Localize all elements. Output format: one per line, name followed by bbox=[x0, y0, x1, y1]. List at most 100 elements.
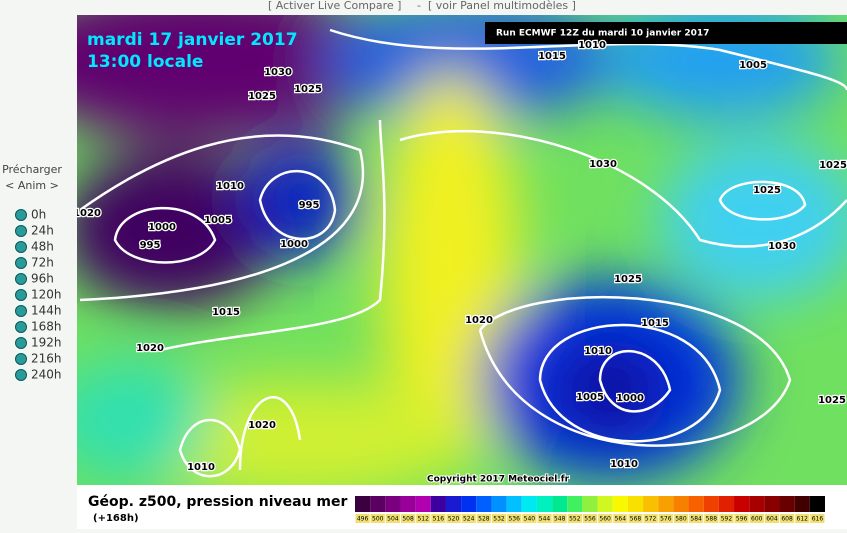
scale-swatch bbox=[430, 496, 446, 512]
scale-label: 540 bbox=[524, 516, 536, 523]
step-icon[interactable] bbox=[15, 257, 27, 269]
scale-label: 520 bbox=[448, 516, 460, 523]
isobar-label: 1020 bbox=[136, 343, 164, 354]
scale-label: 580 bbox=[675, 516, 687, 523]
scale-label-bg bbox=[673, 514, 689, 523]
isobar-label: 1010 bbox=[216, 181, 244, 192]
scale-swatch bbox=[385, 496, 401, 512]
scale-swatch bbox=[612, 496, 628, 512]
step-link[interactable]: 0h bbox=[31, 208, 46, 222]
scale-label-bg bbox=[598, 514, 613, 523]
step-link[interactable]: 192h bbox=[31, 336, 62, 350]
step-icon[interactable] bbox=[15, 305, 27, 317]
scale-swatch bbox=[370, 496, 386, 512]
scale-swatch bbox=[506, 496, 522, 512]
scale-label: 512 bbox=[417, 516, 429, 523]
scale-label-bg bbox=[749, 514, 764, 523]
scale-swatch bbox=[536, 496, 553, 512]
scale-label-bg bbox=[537, 514, 552, 523]
isobar-label: 1005 bbox=[576, 392, 604, 403]
color-scale: 496 500 504 508 512 516 520 524 528 532 536 540 544 5… bbox=[355, 496, 825, 523]
anim-label[interactable]: < Anim > bbox=[5, 179, 59, 192]
scale-label: 572 bbox=[645, 516, 657, 523]
scale-label-bg bbox=[689, 514, 704, 523]
scale-swatch bbox=[582, 496, 598, 512]
scale-label: 608 bbox=[781, 516, 793, 523]
scale-swatch bbox=[597, 496, 613, 512]
isobar-label: 1020 bbox=[465, 315, 493, 326]
top-link[interactable]: [ voir Panel multimodèles ] bbox=[428, 0, 576, 12]
scale-label-bg bbox=[476, 514, 491, 523]
scale-label: 536 bbox=[508, 516, 520, 523]
isobar-label: 1005 bbox=[739, 60, 767, 71]
scale-label: 588 bbox=[706, 516, 718, 523]
step-link[interactable]: 24h bbox=[31, 224, 54, 238]
scale-label: 504 bbox=[387, 516, 399, 523]
scale-label: 600 bbox=[751, 516, 763, 523]
run-box bbox=[485, 22, 847, 44]
preload-label[interactable]: Précharger bbox=[2, 163, 62, 176]
step-link[interactable]: 48h bbox=[31, 240, 54, 254]
isobar-label: 1010 bbox=[187, 462, 215, 473]
scale-label: 604 bbox=[766, 516, 778, 523]
step-icon[interactable] bbox=[15, 209, 27, 221]
scale-label-bg bbox=[764, 514, 780, 523]
scale-label-bg bbox=[385, 514, 400, 523]
isobar-label: 1000 bbox=[616, 393, 644, 404]
scale-swatch bbox=[552, 496, 568, 512]
scale-swatch bbox=[400, 496, 416, 512]
step-icon[interactable] bbox=[15, 273, 27, 285]
scale-label-bg bbox=[810, 514, 825, 523]
top-link[interactable]: [ Activer Live Compare ] bbox=[268, 0, 401, 12]
scale-label: 576 bbox=[660, 516, 672, 523]
isobar-label: 1000 bbox=[280, 239, 308, 250]
scale-swatch bbox=[658, 496, 674, 512]
isobar-label: 1025 bbox=[248, 91, 276, 102]
step-icon[interactable] bbox=[15, 289, 27, 301]
scale-swatch bbox=[643, 496, 659, 512]
scale-swatch bbox=[567, 496, 583, 512]
isobar-label: 995 bbox=[299, 200, 320, 211]
scale-label-bg bbox=[613, 514, 628, 523]
top-links: [ Activer Live Compare ] -[ voir Panel mu… bbox=[268, 0, 576, 12]
step-link[interactable]: 168h bbox=[31, 320, 62, 334]
step-link[interactable]: 72h bbox=[31, 256, 54, 270]
isobar-label: 1000 bbox=[148, 222, 176, 233]
scale-label-bg bbox=[461, 514, 476, 523]
isobar-label: 1025 bbox=[753, 185, 781, 196]
scale-swatch bbox=[627, 496, 644, 512]
step-icon[interactable] bbox=[15, 321, 27, 333]
isobar-label: 1025 bbox=[614, 274, 642, 285]
step-icon[interactable] bbox=[15, 337, 27, 349]
scale-swatch bbox=[476, 496, 492, 512]
step-icon[interactable] bbox=[15, 369, 27, 381]
scale-swatch bbox=[703, 496, 719, 512]
scale-label-bg bbox=[734, 514, 749, 523]
step-link[interactable]: 240h bbox=[31, 368, 62, 382]
isobar-label: 1005 bbox=[204, 215, 232, 226]
step-link[interactable]: 96h bbox=[31, 272, 54, 286]
step-link[interactable]: 120h bbox=[31, 288, 62, 302]
scale-swatch bbox=[521, 496, 537, 512]
scale-swatch bbox=[415, 496, 431, 512]
scale-label: 544 bbox=[539, 516, 551, 523]
step-icon[interactable] bbox=[15, 241, 27, 253]
isobar-label: 995 bbox=[140, 240, 161, 251]
step-icon[interactable] bbox=[15, 353, 27, 365]
step-link[interactable]: 144h bbox=[31, 304, 62, 318]
step-icon[interactable] bbox=[15, 225, 27, 237]
scale-label-bg bbox=[522, 514, 537, 523]
scale-label-bg bbox=[780, 514, 795, 523]
scale-label-bg bbox=[370, 514, 385, 523]
scale-label: 552 bbox=[569, 516, 581, 523]
top-link: - bbox=[417, 0, 421, 12]
scale-label: 560 bbox=[599, 516, 611, 523]
scale-label: 612 bbox=[797, 516, 809, 523]
isobar-label: 1030 bbox=[768, 241, 796, 252]
scale-label: 568 bbox=[630, 516, 642, 523]
isobar-label: 1015 bbox=[538, 51, 566, 62]
scale-swatch bbox=[673, 496, 689, 512]
step-link[interactable]: 216h bbox=[31, 352, 62, 366]
